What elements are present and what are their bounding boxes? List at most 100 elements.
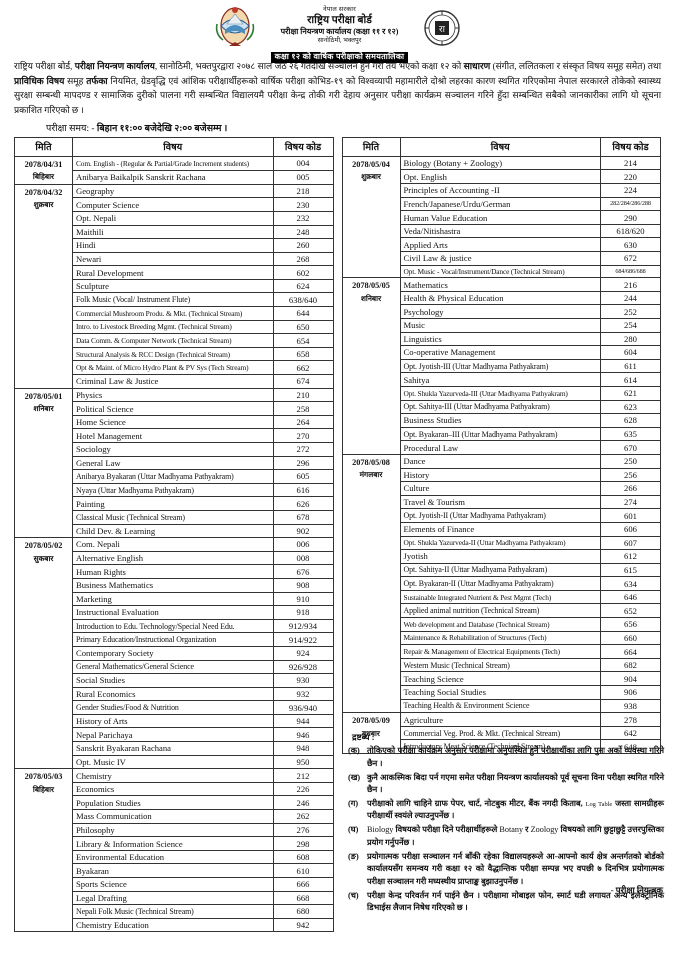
- schedule-tables: मिति विषय विषय कोड 2078/04/31 बिहिबार Com.…: [0, 136, 675, 933]
- subject-code-cell: 258: [272, 401, 334, 416]
- exam-time-line: परीक्षा समय: - बिहान ११:०० बजेदेखि २:०० …: [46, 123, 228, 134]
- subject-name-cell: Elements of Finance: [399, 521, 601, 537]
- subject-name-cell: Mass Communication: [72, 809, 274, 824]
- subject-code-cell: 230: [272, 197, 334, 212]
- table-row: Human Rights 676: [15, 564, 334, 579]
- subject-code-cell: 274: [600, 494, 661, 510]
- subject-name-cell: Dance: [399, 453, 601, 469]
- subject-code-cell: 612: [600, 549, 661, 564]
- subject-name-cell: Home Science: [72, 414, 274, 430]
- subject-name-cell: Population Studies: [72, 795, 274, 811]
- subject-name-cell: Applied animal nutrition (Technical Stre…: [399, 603, 601, 619]
- table-row: Music 254: [342, 318, 661, 333]
- exam-day-of-week: बिहिबार: [32, 784, 55, 794]
- subject-code-cell: 674: [272, 374, 334, 389]
- exam-date-cell: 2078/05/01 शनिबार: [14, 387, 73, 539]
- exam-date-cell: 2078/05/02 सुकबार: [14, 537, 73, 770]
- nepal-government-emblem-icon: [213, 4, 257, 48]
- subject-name-cell: Alternative English: [72, 550, 274, 566]
- subject-code-cell: 232: [272, 210, 334, 226]
- subject-name-cell: Opt. Shukla Yazurveda-II (Uttar Madhyama…: [399, 535, 601, 551]
- note-text: परीक्षाको लागि चाहिने ग्राफ पेपर, चार्ट,…: [367, 798, 664, 821]
- subject-code-cell: 615: [600, 562, 661, 578]
- table-row: 2078/05/05 शनिबार Mathematics 216: [341, 277, 661, 455]
- subject-code-cell: 214: [600, 155, 661, 171]
- subject-name-cell: Human Rights: [72, 564, 274, 579]
- subject-code-cell: 652: [600, 603, 661, 619]
- table-row: Anibarya Baikalpik Sanskrit Rachana 005: [15, 169, 334, 185]
- subject-name-cell: Nepali Folk Music (Technical Stream): [72, 904, 274, 919]
- subject-name-cell: History of Arts: [72, 713, 274, 729]
- table-row: History of Arts 944: [15, 713, 334, 729]
- subject-name-cell: Principles of Accounting -II: [399, 183, 601, 198]
- subject-name-cell: Opt. Music - Vocal/Instrument/Dance (Tec…: [399, 264, 601, 279]
- subject-name-cell: Western Music (Technical Stream): [399, 657, 601, 673]
- subject-code-cell: 658: [272, 346, 334, 362]
- subject-code-cell: 212: [272, 768, 334, 783]
- subject-code-cell: 924: [272, 645, 334, 661]
- table-row: Political Science 258: [15, 401, 334, 416]
- subject-code-cell: 946: [272, 727, 334, 743]
- exam-board-logo-icon: रा: [422, 8, 462, 48]
- subject-code-cell: 218: [272, 183, 334, 199]
- subject-code-cell: 614: [600, 372, 661, 387]
- table-row: Opt. Music IV 950: [15, 754, 334, 770]
- subject-name-cell: Sustainable Integrated Nutrient & Pest M…: [399, 589, 601, 605]
- subject-name-cell: Co-operative Management: [399, 345, 601, 360]
- table-row: Human Value Education 290: [342, 210, 661, 225]
- table-row: Economics 226: [15, 781, 334, 797]
- subject-name-cell: French/Japanese/Urdu/German: [399, 196, 601, 212]
- subject-name-cell: Mathematics: [399, 277, 601, 292]
- subject-name-cell: Civil Law & justice: [399, 251, 601, 266]
- exam-day-of-week: शुक्रबार: [361, 172, 381, 182]
- subject-code-cell: 656: [600, 617, 661, 632]
- subject-code-cell: 262: [272, 809, 334, 824]
- subject-code-cell: 682: [600, 657, 661, 673]
- subject-name-cell: Computer Science: [72, 197, 274, 212]
- subject-code-cell: 280: [600, 331, 661, 347]
- table-row: Opt. Sahitya-III (Uttar Madhyama Pathyak…: [342, 399, 661, 415]
- subject-name-cell: Business Mathematics: [72, 577, 274, 593]
- col-header-code: विषय कोड: [272, 136, 334, 157]
- subject-code-cell: 904: [600, 671, 661, 687]
- subject-name-cell: Folk Music (Vocal/ Instrument Flute): [72, 292, 274, 308]
- subject-code-cell: 646: [600, 589, 661, 605]
- subject-code-cell: 282/284/286/288: [600, 196, 661, 212]
- subject-name-cell: Philosophy: [72, 822, 274, 838]
- subject-name-cell: Repair & Management of Electrical Equipm…: [399, 644, 601, 659]
- table-row: Opt. Music - Vocal/Instrument/Dance (Tec…: [342, 264, 661, 279]
- exam-day-of-week: बुधबार: [362, 728, 380, 738]
- subject-name-cell: Anibarya Byakaran (Uttar Madhyama Pathya…: [72, 469, 274, 484]
- subject-code-cell: 932: [272, 686, 334, 702]
- subject-code-cell: 644: [272, 306, 334, 321]
- subject-name-cell: Music: [399, 318, 601, 333]
- subject-name-cell: Rural Economics: [72, 686, 274, 702]
- signature-line: - परीक्षा नियन्त्रक: [610, 885, 663, 895]
- subject-code-cell: 638/640: [272, 292, 334, 308]
- subject-name-cell: Opt. Music IV: [72, 754, 274, 770]
- col-header-code: विषय कोड: [600, 136, 661, 157]
- subject-name-cell: Nepal Parichaya: [72, 727, 274, 743]
- note-marker: (ख): [348, 772, 361, 782]
- subject-code-cell: 944: [272, 713, 334, 729]
- board-name: राष्ट्रिय परीक्षा बोर्ड: [307, 15, 372, 27]
- table-row: Folk Music (Vocal/ Instrument Flute) 638/…: [15, 292, 334, 308]
- header-text-block: नेपाल सरकार राष्ट्रिय परीक्षा बोर्ड परीक…: [270, 4, 409, 65]
- subject-code-cell: 628: [600, 413, 661, 428]
- subject-code-cell: 244: [600, 290, 661, 306]
- subject-code-cell: 616: [272, 482, 334, 498]
- subject-name-cell: Legal Drafting: [72, 890, 274, 906]
- table-row: 2078/05/09 बुधबार Agriculture 278: [341, 712, 661, 754]
- subject-code-cell: 602: [272, 265, 334, 280]
- table-row: Travel & Tourism 274: [342, 494, 661, 510]
- subject-name-cell: Commercial Mushroom Produ. & Mkt. (Techn…: [72, 306, 274, 321]
- subject-code-cell: 648: [600, 739, 661, 754]
- note-item: (च) परीक्षा केन्द्र परिवर्तन गर्न पाईने छ…: [348, 890, 664, 915]
- table-row: 2078/04/31 बिहिबार Com. English - (Regular…: [14, 155, 334, 185]
- subject-name-cell: Opt. English: [399, 169, 601, 185]
- exam-day-of-week: शुक्रबार: [33, 200, 54, 210]
- subject-name-cell: Geography: [72, 183, 274, 199]
- subject-name-cell: Human Value Education: [399, 210, 601, 225]
- table-row: Primary Education/Instructional Organiza…: [15, 632, 334, 647]
- right-schedule-table: मिति विषय विषय कोड 2078/05/04 शुक्रबार Bio…: [341, 136, 661, 754]
